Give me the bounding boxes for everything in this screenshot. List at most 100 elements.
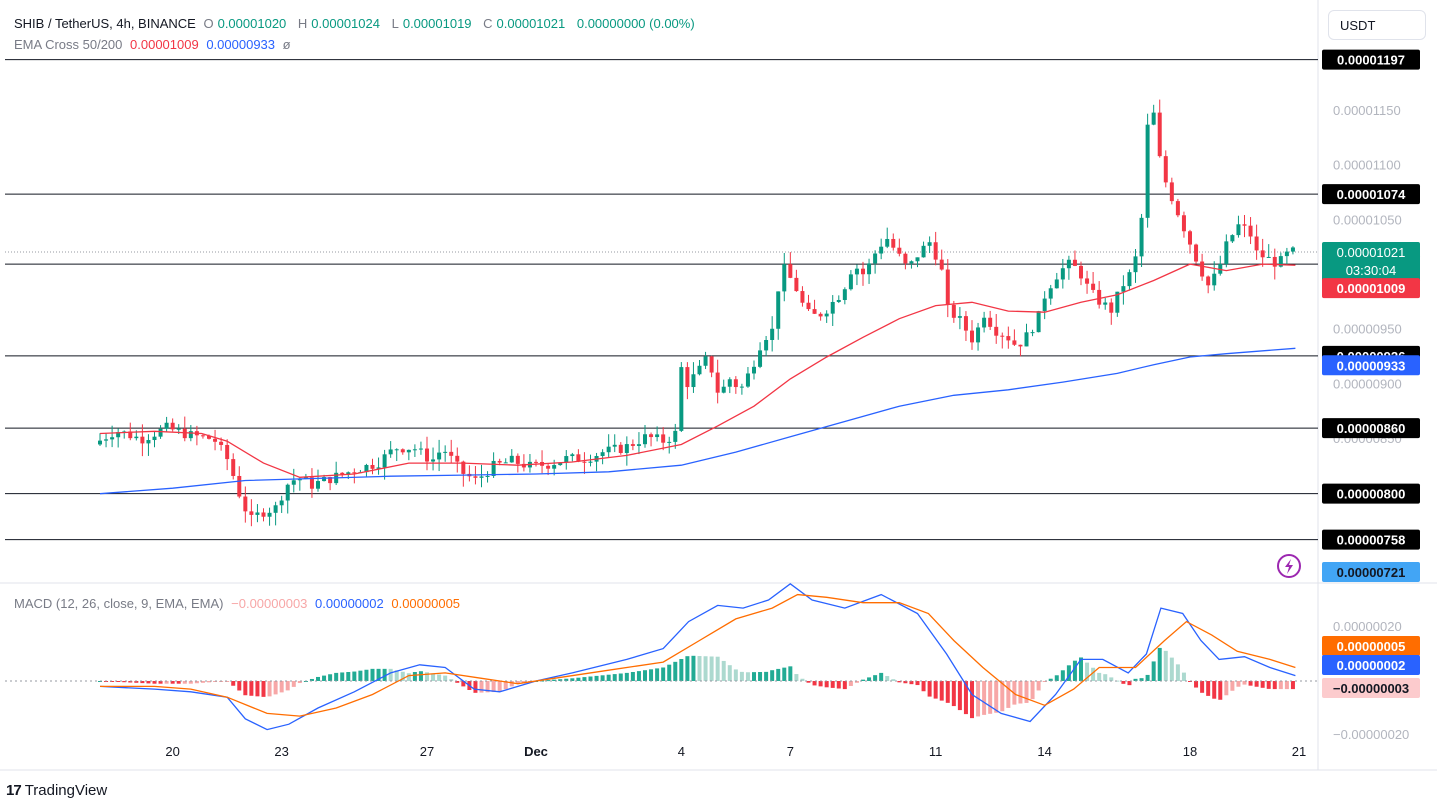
macd-histogram-bar: [273, 681, 278, 695]
candle-body: [1091, 283, 1096, 290]
candle-body: [752, 366, 756, 374]
low-label: L: [391, 16, 399, 31]
macd-histogram-bar: [170, 681, 175, 684]
candle-body: [340, 472, 345, 475]
macd-histogram-bar: [1018, 681, 1023, 704]
macd-histogram-bar: [406, 673, 411, 681]
candle-body: [546, 465, 551, 469]
macd-histogram-bar: [340, 672, 345, 681]
macd-histogram-bar: [970, 681, 974, 719]
macd-histogram-bar: [655, 668, 660, 681]
macd-signal-tag-bg: [1322, 636, 1420, 656]
ohlc-high: H 0.00001024: [298, 16, 384, 31]
tradingview-logo[interactable]: 17 TradingView: [6, 782, 107, 799]
candle-body: [830, 301, 835, 314]
macd-histogram-bar: [800, 678, 805, 681]
candle-body: [412, 449, 417, 451]
candle-body: [842, 289, 847, 300]
y-tick-label: 0.00001100: [1333, 158, 1401, 173]
candle-body: [806, 302, 811, 310]
candle-body: [116, 432, 121, 438]
macd-histogram-bar: [897, 681, 902, 683]
candle-body: [352, 472, 357, 474]
candle-body: [1194, 244, 1199, 262]
macd-histogram-bar: [630, 672, 635, 681]
macd-histogram-bar: [176, 681, 181, 684]
macd-histogram-bar: [1254, 681, 1259, 687]
candle-body: [267, 512, 272, 517]
flash-icon-bolt: [1285, 559, 1293, 574]
ema-fast-tag-bg: [1322, 278, 1420, 299]
macd-histogram-bar: [570, 678, 575, 681]
level-tag: 0.00000860: [1337, 421, 1406, 436]
macd-histogram-bar: [437, 674, 442, 681]
candle-body: [237, 475, 242, 497]
macd-histogram-bar: [673, 661, 678, 681]
candle-body: [1266, 256, 1271, 258]
macd-histogram-bar: [473, 681, 478, 693]
hidden-icon[interactable]: ø: [282, 37, 291, 52]
candle-body: [1230, 235, 1235, 242]
macd-hist-tag-bg: [1322, 678, 1420, 698]
candle-body: [261, 512, 266, 517]
candle-body: [503, 462, 508, 464]
macd-histogram-bar: [661, 667, 666, 681]
macd-histogram-bar: [461, 681, 466, 687]
candle-body: [891, 238, 896, 248]
ema-fast-value: 0.00001009: [130, 37, 199, 52]
candle-body: [309, 477, 314, 489]
macd-histogram-bar: [885, 676, 890, 681]
candle-body: [1072, 259, 1077, 266]
candle-body: [473, 476, 478, 478]
candle-body: [630, 444, 635, 446]
macd-histogram-bar: [1236, 681, 1241, 687]
candle-body: [976, 327, 981, 343]
candle-body: [739, 386, 744, 388]
candle-body: [661, 434, 666, 443]
candle-body: [515, 455, 520, 464]
candle-body: [933, 242, 938, 260]
candle-body: [1133, 256, 1138, 273]
candle-body: [534, 461, 538, 463]
ema-legend[interactable]: EMA Cross 50/200 0.00001009 0.00000933 ø: [14, 37, 295, 52]
macd-histogram-bar: [1115, 680, 1120, 682]
flash-icon[interactable]: [1277, 554, 1301, 578]
candle-body: [915, 257, 920, 262]
macd-histogram-bar: [400, 671, 405, 681]
ema-slow-tag: 0.00000933: [1337, 358, 1406, 373]
candle-body: [279, 500, 284, 506]
macd-histogram-bar: [207, 681, 211, 683]
candle-body: [382, 454, 387, 468]
macd-histogram-bar: [291, 681, 296, 687]
candle-body: [624, 444, 629, 454]
candle-body: [219, 441, 224, 445]
macd-histogram-bar: [776, 668, 781, 681]
macd-histogram-bar: [788, 666, 793, 681]
candle-body: [1200, 261, 1205, 277]
macd-histogram-bar: [867, 677, 872, 681]
macd-histogram-bar: [836, 681, 841, 689]
countdown-label: 03:30:04: [1346, 263, 1397, 278]
macd-histogram-bar: [1151, 661, 1156, 681]
macd-histogram-bar: [824, 681, 829, 688]
macd-legend[interactable]: MACD (12, 26, close, 9, EMA, EMA) −0.000…: [14, 596, 464, 611]
candle-body: [98, 440, 102, 445]
candle-body: [176, 428, 181, 430]
tradingview-logo-icon: 17: [6, 782, 22, 799]
currency-button[interactable]: USDT: [1328, 10, 1426, 40]
macd-histogram-bar: [249, 681, 254, 696]
macd-histogram-bar: [709, 656, 714, 681]
last-price-tag: 0.00001021: [1337, 245, 1406, 260]
candle-body: [1212, 273, 1217, 286]
macd-histogram-bar: [200, 681, 205, 683]
candle-body: [788, 264, 793, 278]
ema-fast-line: [99, 263, 1296, 478]
candle-body: [957, 316, 962, 318]
candle-body: [213, 438, 218, 442]
candle-body: [231, 459, 236, 476]
macd-histogram-bar: [1206, 681, 1211, 696]
macd-histogram-bar: [933, 681, 938, 699]
macd-histogram-bar: [134, 681, 139, 683]
macd-histogram-bar: [1103, 674, 1108, 681]
